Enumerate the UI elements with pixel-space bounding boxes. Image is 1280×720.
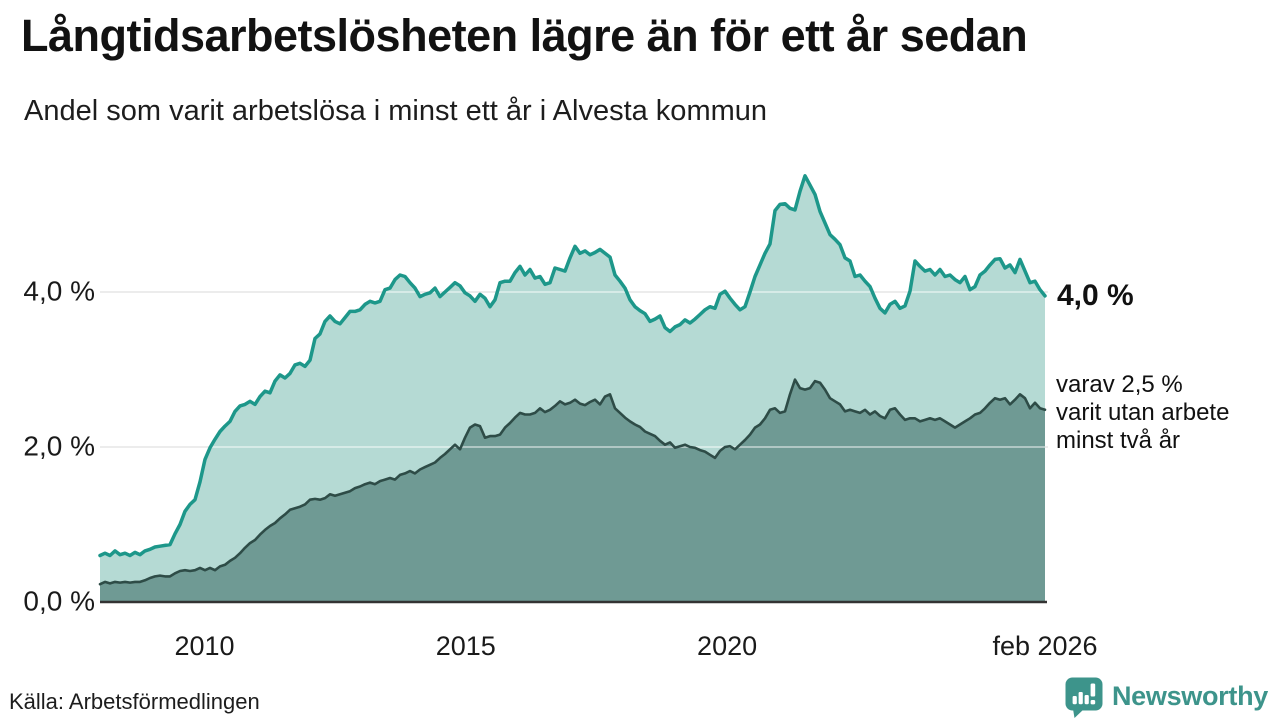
y-tick-label: 0,0 % (23, 585, 95, 617)
brand-name: Newsworthy (1111, 680, 1268, 711)
annotation-line: varav 2,5 % (1056, 371, 1183, 398)
series-areas (100, 175, 1045, 603)
series-area-2 (100, 379, 1045, 602)
annotation-line: varit utan arbete (1056, 399, 1230, 427)
series-end-value-label: 4,0 % (1057, 279, 1134, 312)
source-credit: Källa: Arbetsförmedlingen (9, 689, 260, 714)
gridlines-overlay (100, 291, 1048, 448)
page-title: Långtidsarbetslösheten lägre än för ett … (21, 10, 1028, 61)
newsworthy-bubble-chart-icon (1065, 677, 1103, 718)
x-tick-label: 2020 (697, 631, 758, 661)
y-tick-label: 4,0 % (23, 275, 95, 307)
series2-annotation: varav 2,5 % varit utan arbete minst två … (1056, 371, 1229, 455)
chart-subtitle: Andel som varit arbetslösa i minst ett å… (24, 95, 768, 127)
series-line-2 (98, 378, 1047, 586)
x-tick-label: feb 2026 (992, 631, 1098, 661)
annotation-line: minst två år (1056, 427, 1181, 455)
series-lines (98, 174, 1047, 586)
x-tick-label: 2015 (435, 631, 496, 661)
y-tick-label: 2,0 % (23, 430, 95, 462)
newsworthy-logo: Newsworthy (1064, 676, 1268, 718)
x-tick-label: 2010 (174, 631, 235, 661)
series-line-1 (98, 174, 1047, 558)
